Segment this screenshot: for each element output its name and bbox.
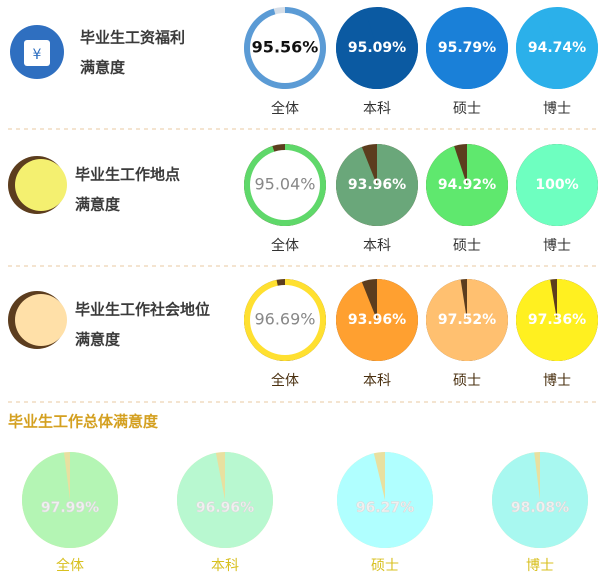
value-label: 97.52%	[438, 312, 496, 328]
value-sector	[21, 452, 118, 548]
value-label: 97.36%	[528, 312, 586, 328]
value-sector	[426, 144, 509, 226]
value-sector	[492, 452, 589, 549]
value-label: 96.96%	[196, 500, 254, 516]
group-label: 全体	[56, 557, 84, 574]
value-label: 95.79%	[438, 40, 496, 56]
value-label: 95.56%	[252, 38, 319, 57]
group-label: 本科	[363, 373, 391, 389]
group-label: 博士	[543, 100, 571, 117]
row-title: 满意度	[75, 331, 121, 349]
ring-inner	[250, 13, 320, 83]
value-label: 95.04%	[254, 175, 315, 194]
section-title: 毕业生工作总体满意度	[8, 413, 159, 431]
value-label: 96.27%	[356, 500, 414, 516]
value-sector	[516, 279, 599, 361]
value-sector	[335, 279, 418, 361]
value-label: 93.96%	[348, 177, 406, 193]
value-label: 97.99%	[41, 500, 99, 516]
value-sector	[176, 452, 273, 548]
group-label: 博士	[526, 557, 554, 574]
row-title: 毕业生工作社会地位	[75, 301, 210, 319]
value-label: 100%	[535, 177, 578, 193]
value-label: 94.92%	[438, 177, 496, 193]
value-sector	[426, 279, 509, 361]
value-sector	[516, 144, 598, 226]
ring-inner	[250, 285, 320, 355]
ring-inner	[250, 150, 320, 220]
value-label: 98.08%	[511, 500, 569, 516]
group-label: 本科	[363, 238, 391, 254]
icon	[8, 156, 67, 214]
row-title: 毕业生工资福利	[80, 29, 185, 47]
value-label: 96.69%	[254, 310, 315, 329]
group-label: 全体	[271, 100, 299, 117]
group-label: 硕士	[453, 238, 481, 254]
value-label: 94.74%	[528, 40, 586, 56]
row-title: 满意度	[75, 196, 121, 214]
value-sector	[335, 7, 418, 89]
value-sector	[335, 144, 418, 227]
group-label: 博士	[543, 372, 571, 389]
group-label: 全体	[271, 237, 299, 254]
value-label: 93.96%	[348, 312, 406, 328]
value-sector	[425, 7, 508, 89]
icon: ¥	[10, 25, 64, 79]
group-label: 全体	[271, 372, 299, 389]
value-sector	[336, 452, 433, 549]
value-label: 95.09%	[348, 40, 406, 56]
icon	[8, 291, 67, 349]
value-sector	[516, 7, 598, 90]
row-title: 毕业生工作地点	[75, 166, 180, 184]
group-label: 硕士	[453, 373, 481, 389]
svg-text:¥: ¥	[33, 47, 42, 63]
group-label: 博士	[543, 237, 571, 254]
row-title: 满意度	[80, 59, 126, 77]
group-label: 本科	[363, 101, 391, 117]
group-label: 硕士	[371, 558, 399, 574]
group-label: 本科	[211, 558, 239, 574]
group-label: 硕士	[453, 101, 481, 117]
